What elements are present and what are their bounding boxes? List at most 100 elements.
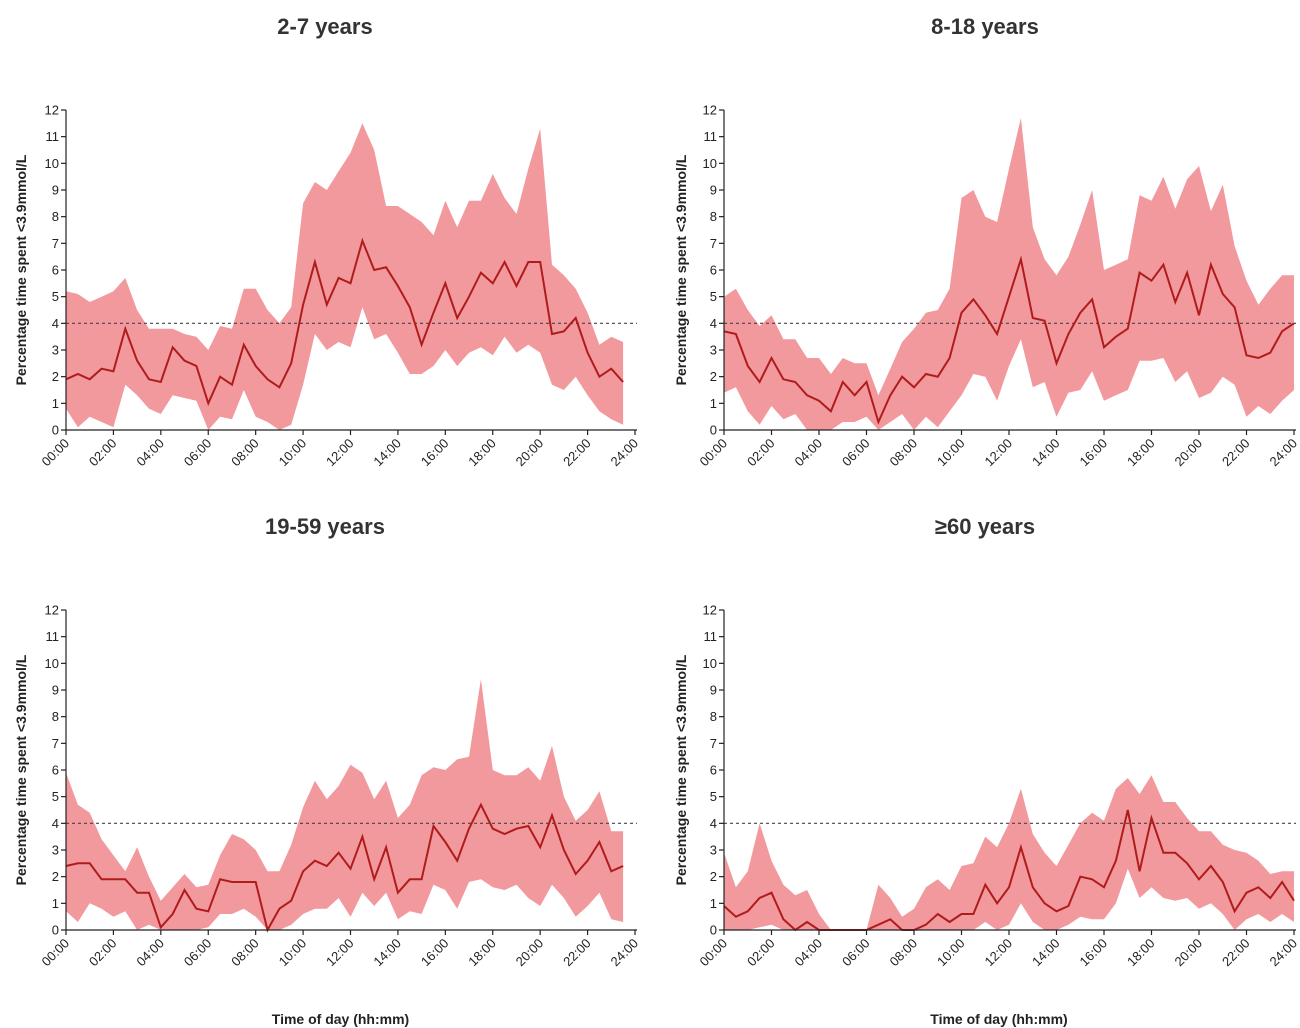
y-tick-label: 10 xyxy=(703,156,717,171)
x-tick-label: 20:00 xyxy=(1172,936,1206,970)
y-tick-label: 10 xyxy=(45,156,59,171)
y-tick-label: 10 xyxy=(703,656,717,671)
x-tick-label: 18:00 xyxy=(1124,436,1158,470)
y-tick-label: 3 xyxy=(710,843,717,858)
x-tick-label: 22:00 xyxy=(1219,936,1253,970)
mean-line xyxy=(723,255,1295,425)
y-tick-label: 2 xyxy=(52,369,59,384)
x-tick-label: 20:00 xyxy=(513,436,547,470)
x-tick-label: 14:00 xyxy=(370,436,404,470)
panel-title: 8-18 years xyxy=(931,14,1039,39)
mean-line xyxy=(65,237,624,407)
x-tick-label: 22:00 xyxy=(560,436,594,470)
y-tick-label: 11 xyxy=(46,629,60,644)
x-tick-label: 04:00 xyxy=(792,436,826,470)
x-tick-label: 02:00 xyxy=(86,436,120,470)
panel-2-7-years: 2-7 years 0 1 2 3 4 5 6 7 8 9 10 11 12 00:00 02:00 04:0… xyxy=(0,0,650,514)
x-tick-label: 18:00 xyxy=(1124,936,1158,970)
x-tick-label: 06:00 xyxy=(839,436,873,470)
y-tick-label: 1 xyxy=(710,396,717,411)
y-tick-label: 4 xyxy=(710,316,717,331)
y-tick-label: 9 xyxy=(52,683,59,698)
x-tick-label: 00:00 xyxy=(39,436,73,470)
x-tick-label: 02:00 xyxy=(744,436,778,470)
x-tick-label: 16:00 xyxy=(418,436,452,470)
x-tick-label: 08:00 xyxy=(887,936,921,970)
x-tick-label: 14:00 xyxy=(1029,436,1063,470)
y-tick-label: 1 xyxy=(52,396,59,411)
x-tick-label: 16:00 xyxy=(1077,436,1111,470)
x-tick-label: 24:00 xyxy=(608,436,642,470)
y-tick-label: 6 xyxy=(710,263,717,278)
y-tick-label: 5 xyxy=(710,289,717,304)
y-tick-label: 8 xyxy=(710,709,717,724)
x-tick-label: 10:00 xyxy=(276,936,310,970)
confidence-band xyxy=(724,775,1294,930)
y-tick-label: 7 xyxy=(52,236,59,251)
x-tick-label: 04:00 xyxy=(133,436,167,470)
x-tick-label: 10:00 xyxy=(276,436,310,470)
x-tick-label: 00:00 xyxy=(697,436,731,470)
y-tick-label: 3 xyxy=(710,343,717,358)
y-tick-label: 1 xyxy=(52,896,59,911)
x-tick-label: 24:00 xyxy=(1267,936,1300,970)
x-tick-label: 12:00 xyxy=(323,436,357,470)
x-tick-label: 06:00 xyxy=(181,936,215,970)
y-tick-label: 8 xyxy=(710,209,717,224)
y-tick-label: 12 xyxy=(45,103,59,118)
x-tick-label: 20:00 xyxy=(513,936,547,970)
y-tick-label: 11 xyxy=(704,629,718,644)
x-tick-label: 12:00 xyxy=(982,936,1016,970)
y-tick-label: 0 xyxy=(710,423,717,438)
y-tick-label: 12 xyxy=(45,603,59,618)
panel-title: 2-7 years xyxy=(277,14,373,39)
y-tick-label: 0 xyxy=(710,923,717,938)
x-tick-label: 10:00 xyxy=(934,936,968,970)
y-tick-label: 7 xyxy=(710,236,717,251)
x-tick-label: 18:00 xyxy=(465,436,499,470)
x-axis-title: Time of day (hh:mm) xyxy=(272,1011,409,1027)
confidence-band xyxy=(66,679,624,930)
y-tick-label: 2 xyxy=(710,369,717,384)
x-tick-label: 18:00 xyxy=(465,936,499,970)
panel-19-59-years: 19-59 years 0 1 2 3 4 5 6 7 8 9 10 11 12 00:00 02:00 04… xyxy=(0,500,650,1027)
x-tick-label: 04:00 xyxy=(133,936,167,970)
y-tick-label: 11 xyxy=(704,129,718,144)
y-tick-label: 12 xyxy=(703,103,717,118)
y-tick-label: 4 xyxy=(52,816,59,831)
y-tick-label: 8 xyxy=(52,709,59,724)
y-axis-title: Percentage time spent <3.9mmol/L xyxy=(13,154,29,385)
x-tick-label: 14:00 xyxy=(1029,936,1063,970)
x-tick-label: 04:00 xyxy=(792,936,826,970)
y-tick-label: 6 xyxy=(52,263,59,278)
y-tick-label: 9 xyxy=(710,183,717,198)
panel-title: 19-59 years xyxy=(265,514,385,539)
x-tick-label: 08:00 xyxy=(228,936,262,970)
x-tick-label: 10:00 xyxy=(934,436,968,470)
x-tick-label: 02:00 xyxy=(744,936,778,970)
y-tick-label: 10 xyxy=(45,656,59,671)
y-tick-label: 3 xyxy=(52,343,59,358)
x-tick-label: 16:00 xyxy=(418,936,452,970)
x-tick-label: 06:00 xyxy=(181,436,215,470)
y-tick-label: 6 xyxy=(52,763,59,778)
x-tick-label: 02:00 xyxy=(86,936,120,970)
y-tick-label: 4 xyxy=(52,316,59,331)
y-tick-label: 0 xyxy=(52,423,59,438)
y-axis-title: Percentage time spent <3.9mmol/L xyxy=(673,654,689,885)
y-tick-label: 3 xyxy=(52,843,59,858)
x-tick-label: 14:00 xyxy=(370,936,404,970)
x-tick-label: 24:00 xyxy=(1267,436,1300,470)
y-tick-label: 12 xyxy=(703,603,717,618)
y-tick-label: 6 xyxy=(710,763,717,778)
x-tick-label: 08:00 xyxy=(228,436,262,470)
x-tick-label: 00:00 xyxy=(39,936,73,970)
panel-title: ≥60 years xyxy=(934,514,1036,539)
y-tick-label: 5 xyxy=(52,789,59,804)
confidence-band xyxy=(66,123,624,431)
y-tick-label: 5 xyxy=(52,289,59,304)
x-tick-label: 00:00 xyxy=(697,936,731,970)
